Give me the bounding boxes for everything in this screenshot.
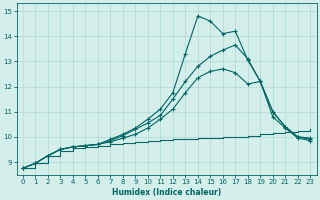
X-axis label: Humidex (Indice chaleur): Humidex (Indice chaleur) <box>112 188 221 197</box>
